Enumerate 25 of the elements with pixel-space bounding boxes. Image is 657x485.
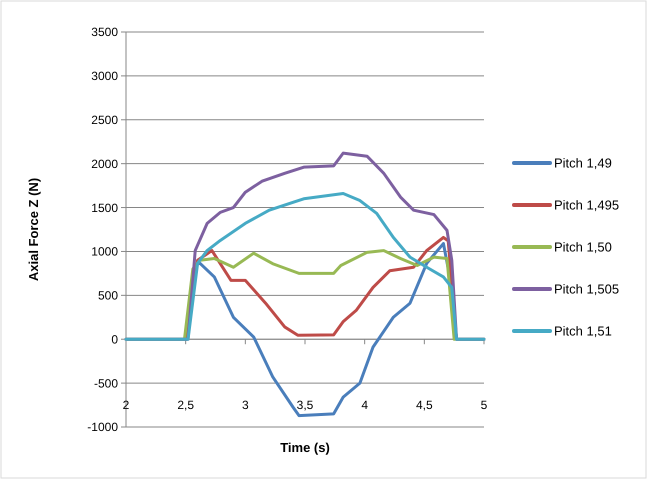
y-tick-label: -500 [94, 376, 118, 390]
y-tick-label: -1000 [87, 420, 118, 434]
x-tick-label: 2,5 [177, 398, 194, 412]
x-tick-label: 4,5 [416, 398, 433, 412]
legend-label: Pitch 1,505 [554, 282, 620, 297]
legend-label: Pitch 1,50 [554, 240, 612, 255]
line-series [124, 192, 486, 341]
y-tick-label: 3500 [91, 25, 118, 40]
x-tick-label: 3,5 [296, 398, 314, 412]
legend-label: Pitch 1,495 [554, 198, 620, 213]
y-tick-label: 2000 [91, 156, 118, 171]
x-tick-label: 2 [122, 398, 130, 412]
y-axis-title: Axial Force Z (N) [26, 178, 41, 282]
legend-label: Pitch 1,51 [554, 324, 612, 339]
y-tick-label: 500 [98, 288, 118, 303]
x-axis-title: Time (s) [280, 440, 330, 455]
y-tick-label: 3000 [91, 69, 118, 84]
y-tick-label: 1500 [91, 200, 118, 215]
legend-label: Pitch 1,49 [554, 156, 612, 171]
x-tick-label: 5 [480, 398, 488, 412]
y-tick-label: 0 [111, 332, 118, 346]
y-tick-label: 2500 [91, 112, 118, 127]
x-tick-label: 4 [361, 398, 368, 412]
y-tick-label: 1000 [91, 244, 118, 259]
x-tick-label: 3 [242, 398, 249, 412]
